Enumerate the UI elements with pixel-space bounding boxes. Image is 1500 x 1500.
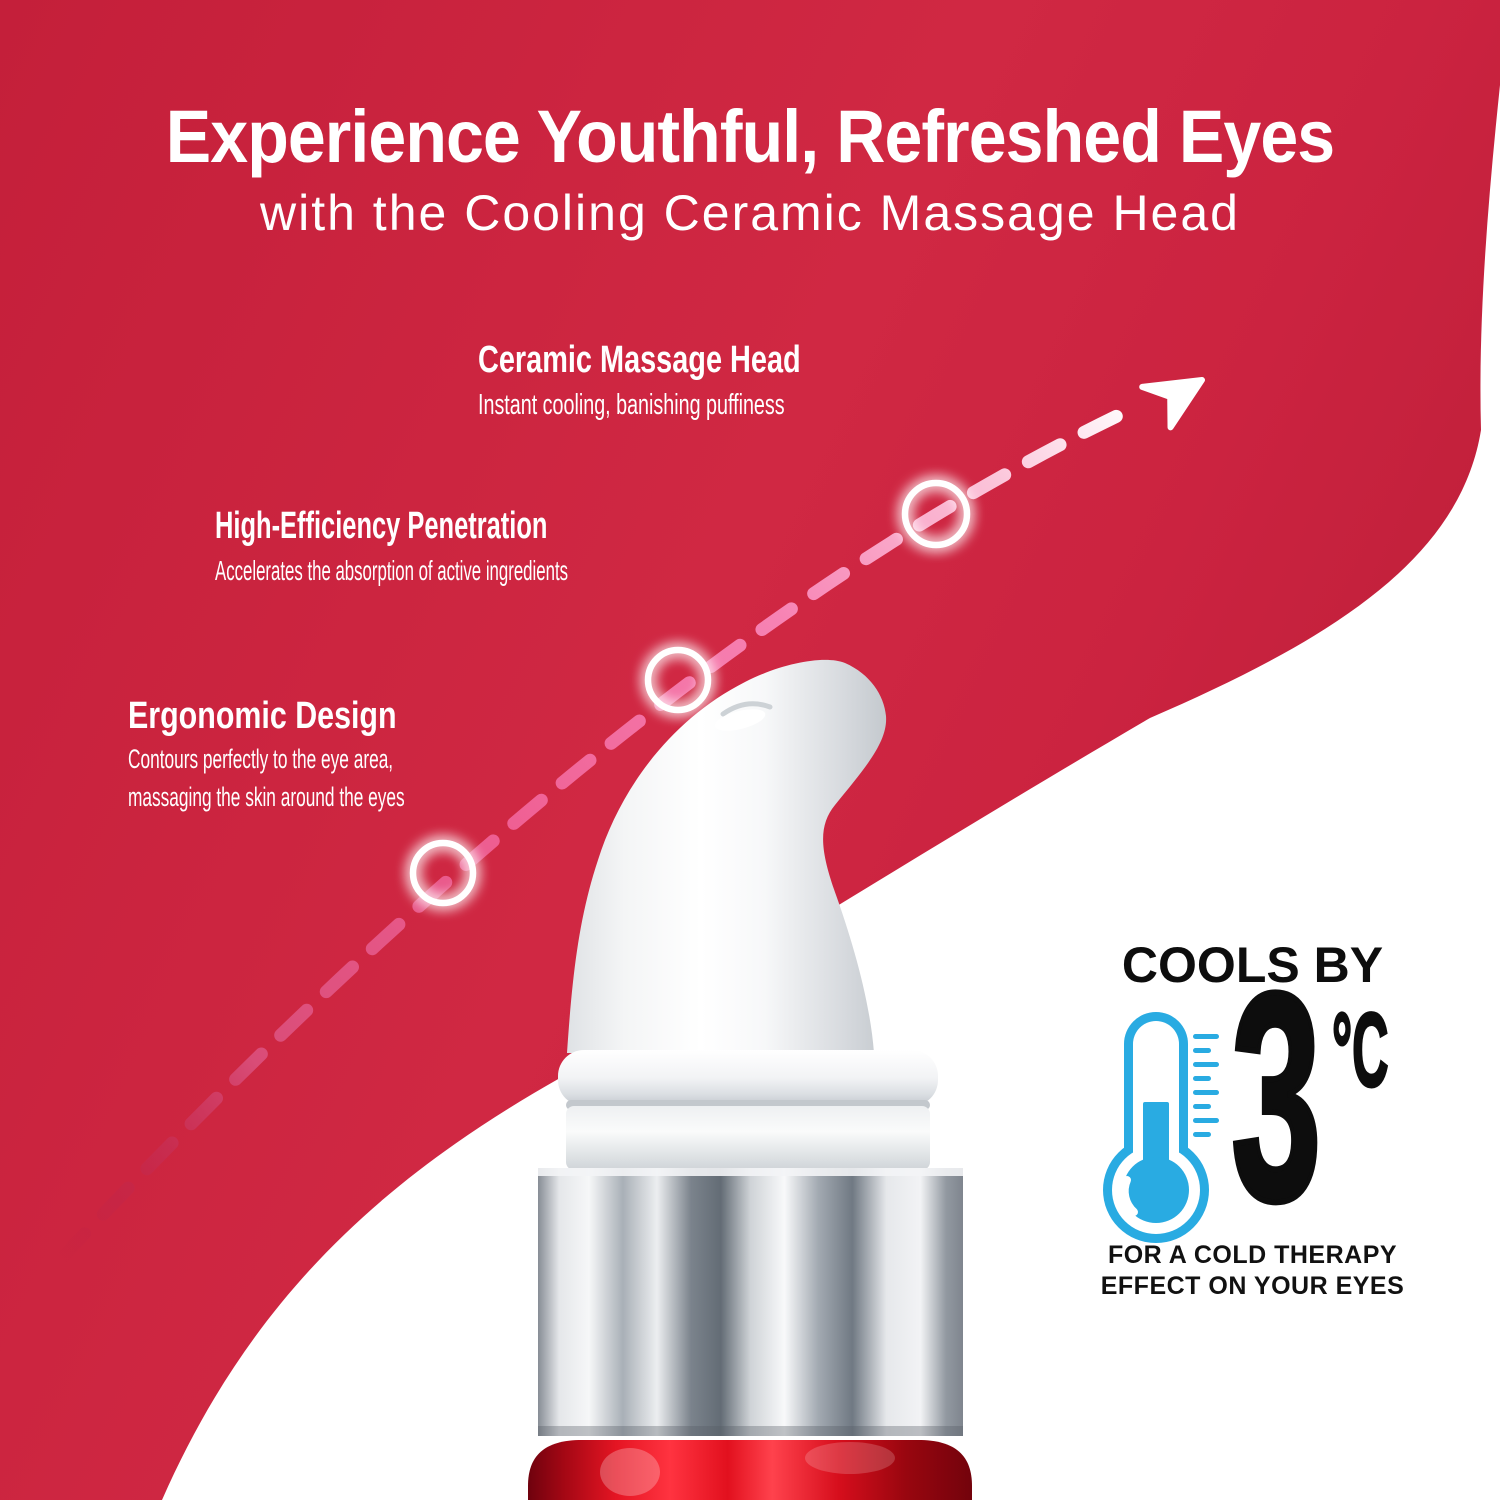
thermo-bulb-highlight: [1120, 1176, 1138, 1216]
glow-ring: [644, 646, 712, 714]
callout-title: High-Efficiency Penetration: [215, 505, 548, 547]
callout-ceramic-massage-head: Ceramic Massage Head Instant cooling, ba…: [478, 339, 929, 422]
page-title: Experience Youthful, Refreshed Eyes: [165, 95, 1335, 178]
product-bottle-image: [528, 659, 972, 1500]
head-highlight: [714, 709, 766, 731]
chrome-bottom-edge: [538, 1426, 963, 1436]
page-subtitle: with the Cooling Ceramic Massage Head: [260, 185, 1240, 242]
callout-ergonomic-design: Ergonomic Design Contours perfectly to t…: [128, 695, 560, 814]
cooling-caption: FOR A COLD THERAPY EFFECT ON YOUR EYES: [1080, 1240, 1425, 1301]
bottle-gloss: [600, 1448, 660, 1496]
bottle-body: [528, 1440, 972, 1500]
cools-by-heading: COOLS BY: [1121, 937, 1384, 993]
callout-title: Ergonomic Design: [128, 695, 397, 737]
chrome-top-edge: [538, 1168, 963, 1176]
glow-ring: [409, 839, 477, 907]
callout-description: massaging the skin around the eyes: [128, 781, 405, 812]
chrome-band: [538, 1168, 963, 1436]
headline-block: Experience Youthful, Refreshed Eyes with…: [0, 96, 1500, 243]
dashed-line: [53, 398, 1147, 1267]
thermo-mercury-bulb: [1123, 1157, 1189, 1223]
bottle-gloss: [805, 1442, 895, 1474]
callout-description: Contours perfectly to the eye area,: [128, 743, 394, 774]
dispenser-opening: [720, 701, 773, 717]
collar-band: [566, 1106, 930, 1170]
massage-head: [567, 659, 887, 1053]
arrowhead-icon: [1139, 377, 1205, 431]
callout-description: Accelerates the absorption of active ing…: [215, 554, 569, 586]
glow-ring: [901, 479, 971, 549]
cooling-caption-line: FOR A COLD THERAPY: [1107, 1241, 1398, 1269]
callout-high-efficiency-penetration: High-Efficiency Penetration Accelerates …: [215, 505, 803, 587]
scale-ticks: [1193, 1034, 1219, 1137]
cooling-degrees-value: 3: [1229, 931, 1323, 1262]
cooling-caption-line: EFFECT ON YOUR EYES: [1100, 1271, 1405, 1300]
cooling-degrees-unit: °C: [1331, 992, 1389, 1109]
callout-description: Instant cooling, banishing puffiness: [478, 388, 785, 421]
thermometer-icon: [1103, 1012, 1219, 1243]
collar-ring: [558, 1050, 938, 1106]
callout-title: Ceramic Massage Head: [478, 339, 801, 381]
